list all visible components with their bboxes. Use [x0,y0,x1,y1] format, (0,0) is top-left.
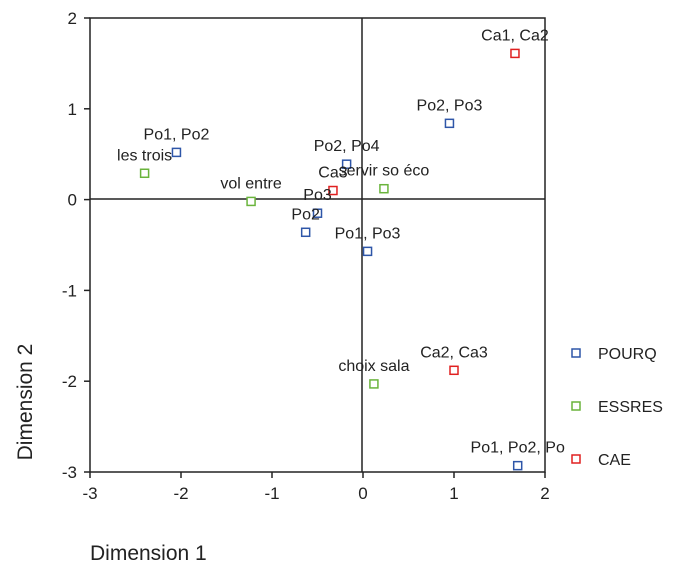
plot-frame [89,17,546,473]
point-label: Po3 [303,187,332,204]
point-label: vol entre [220,175,281,192]
point-label: Po2, Po3 [417,97,483,114]
point-label: Po2, Po4 [314,138,380,155]
y-axis-title: Dimension 2 [14,344,37,461]
legend-label: ESSRES [598,399,663,416]
legend-swatch [571,348,581,358]
legend: POURQ ESSRES CAE [571,346,663,469]
point-label: Po1, Po3 [335,225,401,242]
data-point [449,365,459,376]
legend-label: CAE [598,452,631,469]
x-tick-label: 2 [540,484,549,503]
point-label: les trois [117,147,172,164]
data-point [512,460,523,471]
y-tick-label: -2 [62,372,77,391]
data-point [341,159,352,169]
data-point [510,48,520,59]
legend-swatch [571,401,581,411]
point-label: Po2 [291,206,320,223]
point-labels: Po1, Po2 Po2, Po3 Po2, Po4 Po3 Po2 Po1, Po3 Po… [117,27,565,456]
x-tick-label: 0 [358,484,367,503]
data-point [300,227,311,238]
point-label: choix sala [338,358,409,375]
x-axis-title: Dimension 1 [90,542,207,565]
legend-label: POURQ [598,346,657,363]
y-tick-label: 0 [68,191,77,210]
point-label: Po1, Po2 [144,126,210,143]
data-point [312,208,323,218]
x-tick-label: 1 [449,484,458,503]
data-point [328,185,338,196]
x-tick-label: -3 [82,484,97,503]
data-point [369,379,379,389]
y-tick-label: 1 [68,100,77,119]
y-tick-label: -3 [62,463,77,482]
data-point [362,246,373,257]
x-tick-label: -2 [173,484,188,503]
legend-swatch [571,454,581,464]
point-label: servir so éco [339,163,430,180]
y-tick-label: 2 [68,9,77,28]
data-points [139,48,523,471]
point-label: Ca2, Ca3 [420,344,488,361]
data-point [139,168,150,179]
x-axis-ticks: -3 -2 -1 0 1 2 [82,472,550,503]
data-point [379,183,389,194]
y-tick-label: -1 [62,281,77,300]
x-tick-label: -1 [264,484,279,503]
point-label: Po1, Po2, Po [471,440,565,457]
point-label: Ca1, Ca2 [481,27,549,44]
data-point [246,196,256,207]
point-label: Ca3 [318,165,347,182]
data-point [171,147,182,158]
data-point [444,118,455,129]
y-axis-ticks: 2 1 0 -1 -2 -3 [62,9,90,482]
